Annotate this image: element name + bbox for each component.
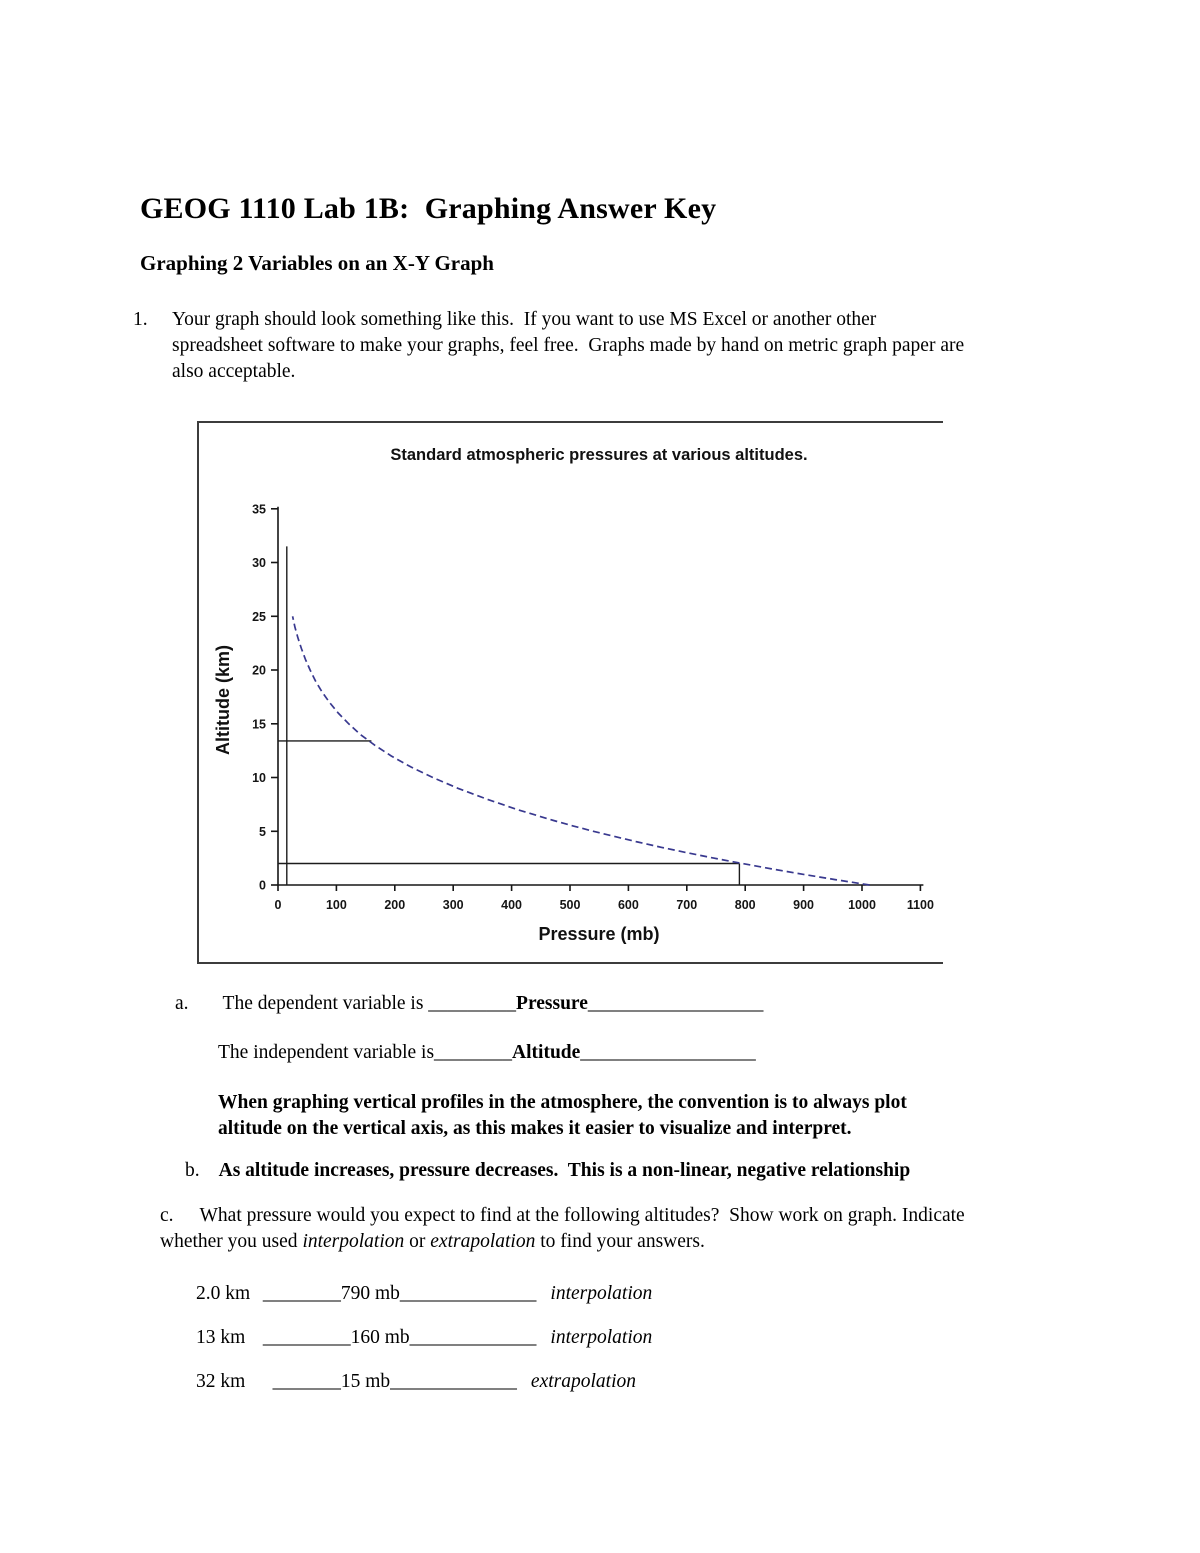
blank-line: _____________ (409, 1327, 537, 1348)
x-tick-label: 900 (793, 898, 814, 912)
y-tick-label: 5 (259, 825, 266, 839)
item-1: 1. Your graph should look something like… (133, 307, 1143, 385)
altitude-value: 13 km (196, 1327, 246, 1348)
blank-line: __________________ (580, 1042, 756, 1063)
x-tick-label: 1100 (907, 898, 934, 912)
y-tick-label: 0 (259, 879, 266, 893)
y-tick-label: 15 (252, 717, 266, 731)
x-tick-label: 800 (735, 898, 756, 912)
extrapolation-term: extrapolation (430, 1231, 536, 1252)
question-a-line-1: a. The dependent variable is _________Pr… (175, 991, 763, 1017)
blank-line: ________ (434, 1042, 513, 1063)
item-1-text: Your graph should look something like th… (172, 307, 964, 385)
x-tick-label: 400 (501, 898, 522, 912)
altitude-value: 2.0 km (196, 1283, 251, 1304)
pressure-answer: 790 mb (340, 1283, 400, 1304)
convention-note-line: altitude on the vertical axis, as this m… (218, 1118, 852, 1139)
x-tick-label: 1000 (848, 898, 876, 912)
question-c-line-2-mid: or (404, 1231, 431, 1252)
convention-note-line: When graphing vertical profiles in the a… (218, 1092, 907, 1113)
dependent-variable-answer: Pressure (516, 993, 588, 1014)
y-tick-label: 20 (252, 664, 266, 678)
x-tick-label: 500 (560, 898, 581, 912)
x-tick-label: 0 (275, 898, 282, 912)
pressure-answer: 160 mb (350, 1327, 410, 1348)
y-tick-label: 35 (252, 502, 266, 516)
answer-row-13km: 13 km _________160 mb_____________ interp… (196, 1325, 652, 1350)
interpolation-term: interpolation (302, 1231, 405, 1252)
x-axis-label: Pressure (mb) (538, 924, 659, 944)
blank-line: ______________ (399, 1283, 537, 1304)
independent-variable-prompt: The independent variable is (218, 1042, 435, 1063)
x-tick-label: 700 (676, 898, 697, 912)
altitude-value: 32 km (196, 1371, 246, 1392)
dependent-variable-prompt: The dependent variable is (222, 993, 429, 1014)
method-label: interpolation (550, 1327, 653, 1348)
page-title: GEOG 1110 Lab 1B: Graphing Answer Key (140, 192, 717, 225)
question-b-answer: As altitude increases, pressure decrease… (218, 1160, 911, 1181)
question-c-line-2-post: to find your answers. (535, 1231, 705, 1252)
blank-line: _________ (258, 1327, 351, 1348)
chart-title: Standard atmospheric pressures at variou… (390, 446, 807, 464)
y-tick-label: 30 (252, 556, 266, 570)
y-tick-label: 10 (252, 771, 266, 785)
x-tick-label: 300 (443, 898, 464, 912)
item-1-line: spreadsheet software to make your graphs… (172, 335, 965, 356)
blank-line: _____________ (390, 1371, 517, 1392)
y-axis-label: Altitude (km) (213, 645, 233, 755)
answer-row-2km: 2.0 km ________790 mb______________ inter… (196, 1281, 652, 1306)
section-subtitle: Graphing 2 Variables on an X-Y Graph (140, 251, 494, 275)
standard-atmosphere-pressure-profile (291, 616, 870, 886)
question-b: b. As altitude increases, pressure decrea… (185, 1158, 1175, 1184)
y-tick-label: 25 (252, 610, 266, 624)
convention-note: When graphing vertical profiles in the a… (218, 1090, 1018, 1142)
answer-row-32km: 32 km _______15 mb_____________ extrapola… (196, 1369, 636, 1394)
question-c-line-1: What pressure would you expect to find a… (199, 1205, 965, 1226)
x-tick-label: 100 (326, 898, 347, 912)
question-c: c. What pressure would you expect to find… (160, 1203, 1080, 1255)
item-1-number: 1. (133, 309, 148, 330)
blank-line: _______ (258, 1371, 341, 1392)
blank-line: __________________ (587, 993, 764, 1014)
item-1-line: Your graph should look something like th… (172, 309, 877, 330)
method-label: interpolation (550, 1283, 653, 1304)
question-b-label: b. (185, 1160, 200, 1181)
figure-frame: Standard atmospheric pressures at variou… (197, 421, 943, 964)
question-c-line-2-pre: whether you used (160, 1231, 303, 1252)
x-tick-label: 200 (384, 898, 405, 912)
pressure-altitude-chart: Standard atmospheric pressures at variou… (213, 446, 934, 944)
method-label: extrapolation (530, 1371, 636, 1392)
blank-line: _________ (428, 993, 517, 1014)
item-1-line: also acceptable. (172, 361, 296, 382)
independent-variable-answer: Altitude (512, 1042, 581, 1063)
blank-line: ________ (258, 1283, 341, 1304)
pressure-answer: 15 mb (340, 1371, 391, 1392)
x-tick-label: 600 (618, 898, 639, 912)
question-a-line-2: The independent variable is________Altit… (218, 1040, 756, 1066)
question-c-label: c. (160, 1205, 174, 1226)
question-a-label: a. (175, 993, 189, 1014)
